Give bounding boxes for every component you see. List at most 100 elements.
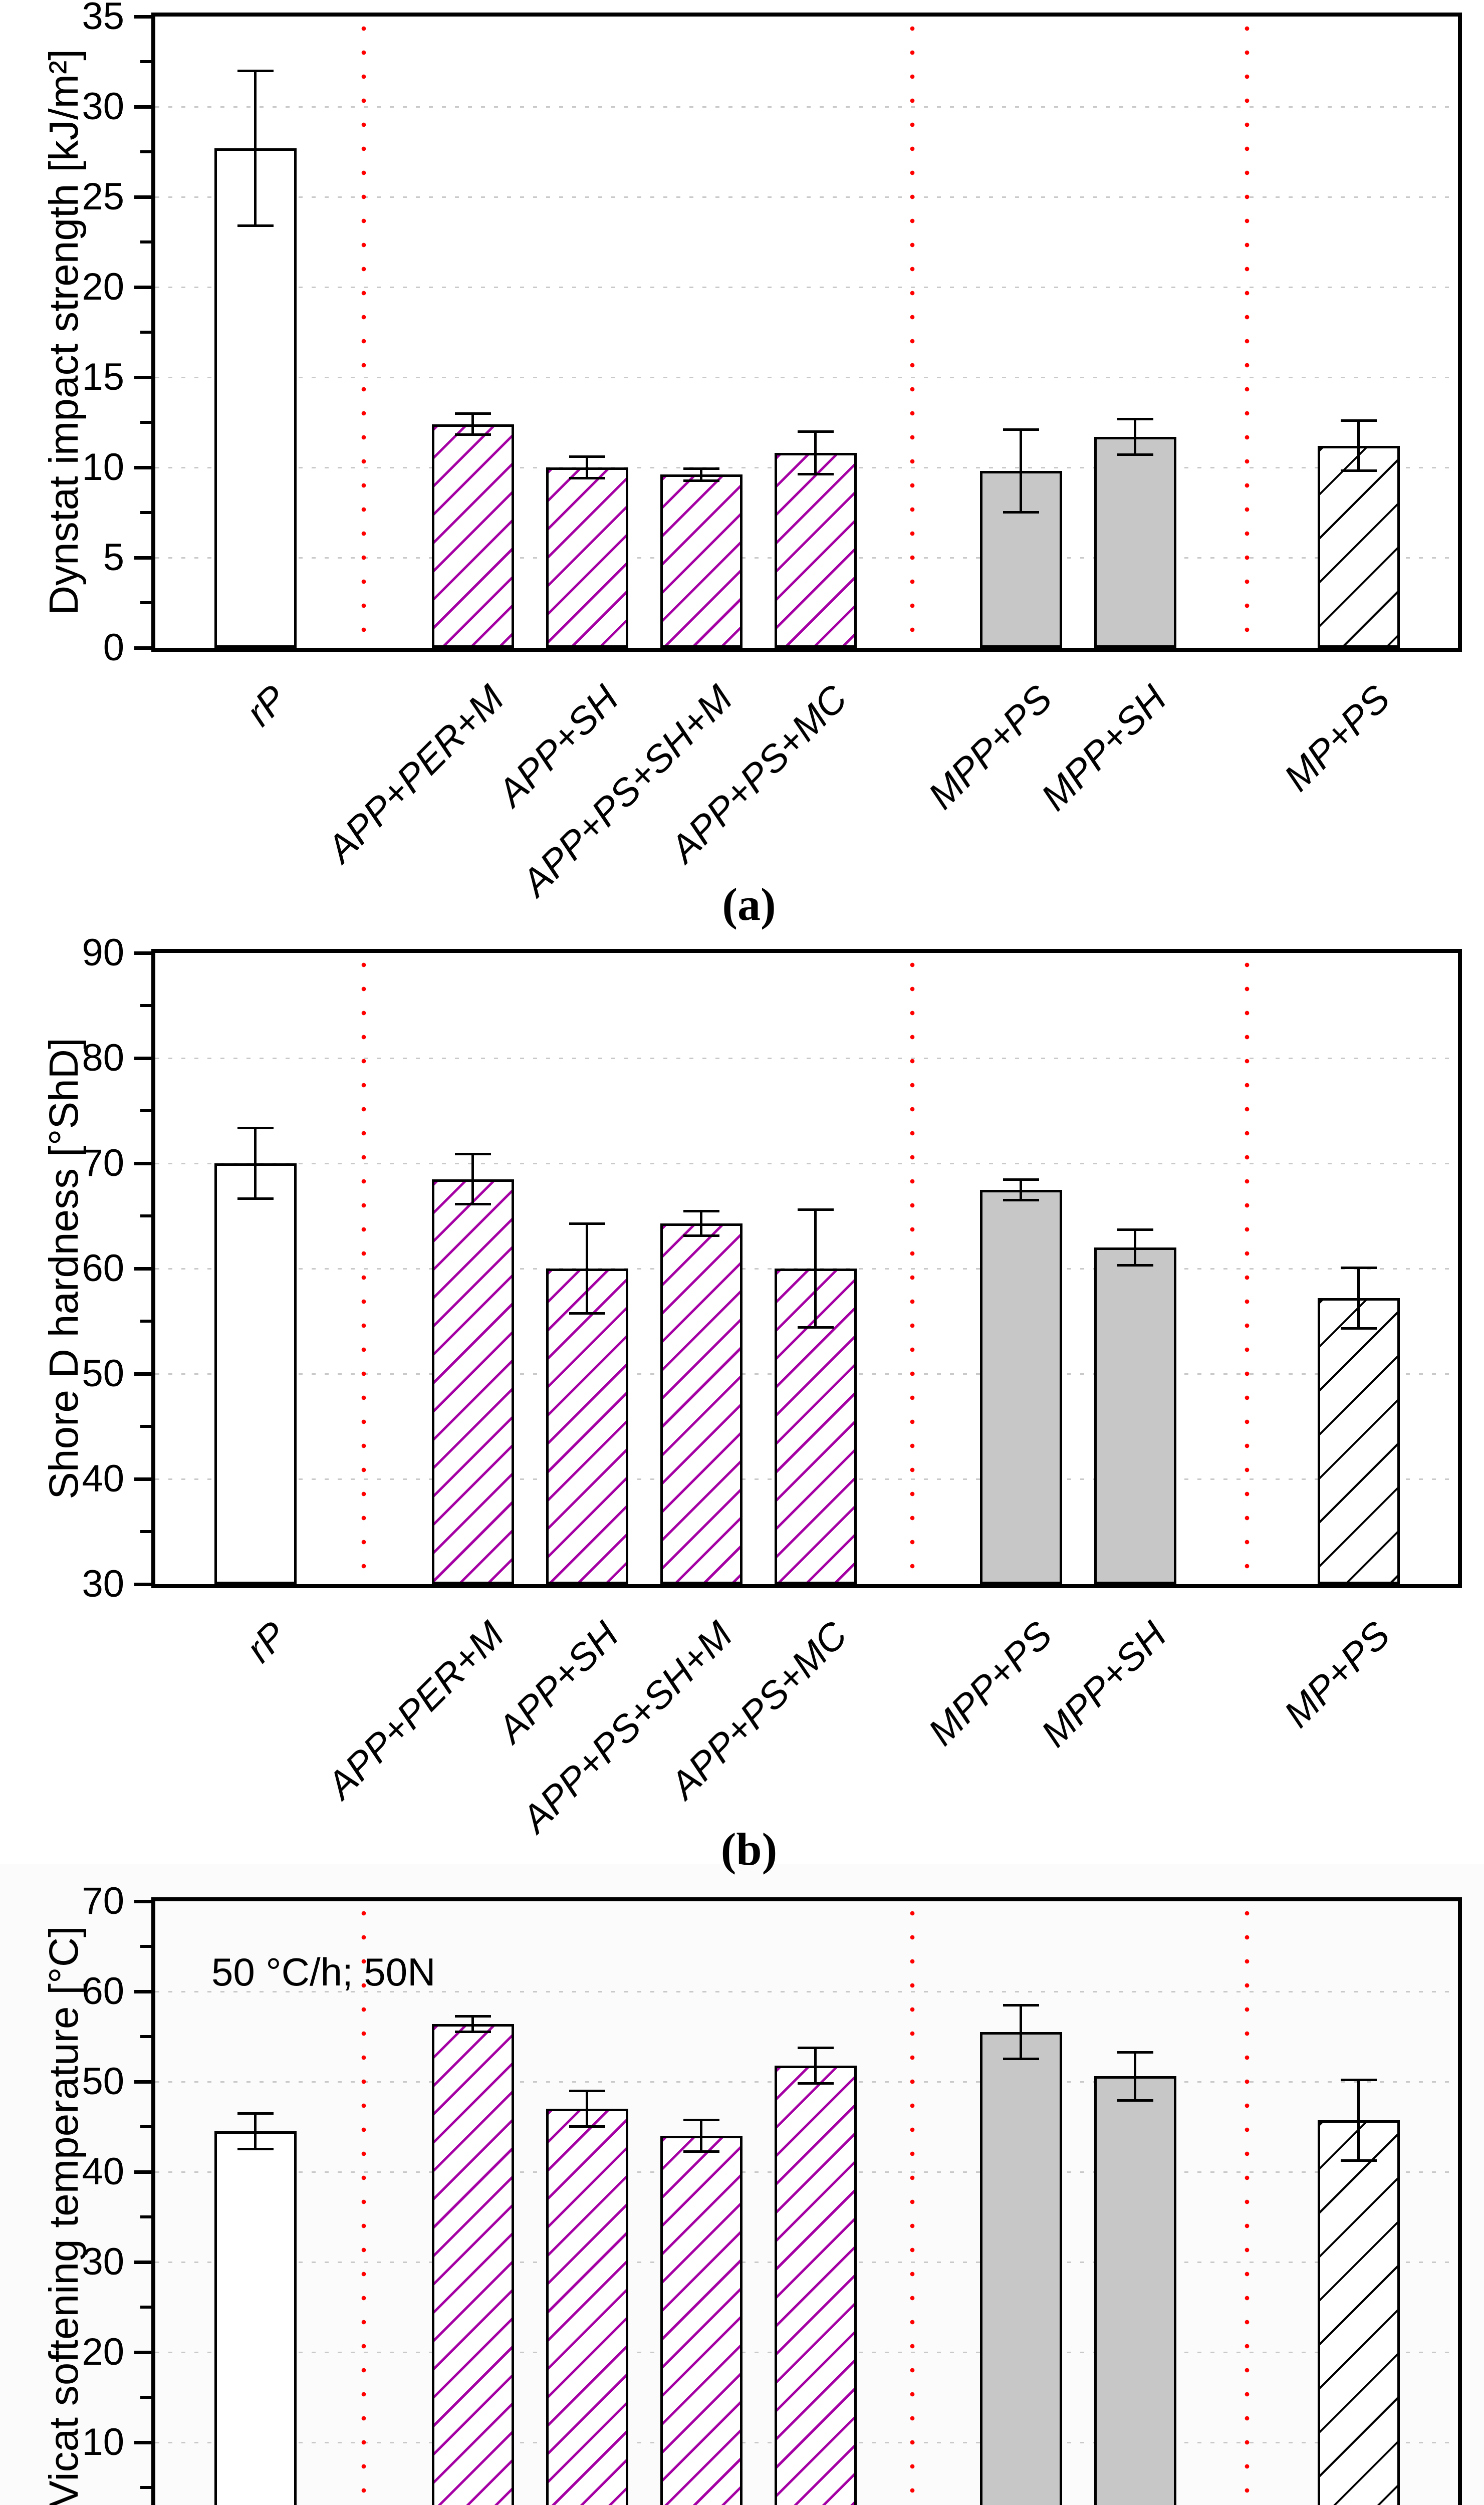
- y-axis-major-tick: [134, 556, 151, 560]
- error-bar-cap-top: [569, 1222, 605, 1225]
- panel-caption: (a): [722, 879, 776, 930]
- group-separator-line: [361, 953, 366, 1584]
- gridline: [155, 1163, 1458, 1164]
- error-bar-cap-top: [797, 430, 834, 433]
- y-axis-major-tick: [134, 15, 151, 19]
- error-bar-cap-top: [797, 2046, 834, 2049]
- y-axis-minor-tick: [140, 2035, 151, 2038]
- bar-mpp-sh: [1094, 436, 1176, 648]
- y-axis-major-tick: [134, 375, 151, 379]
- error-bar: [700, 2119, 703, 2152]
- y-axis-major-tick: [134, 2440, 151, 2444]
- bar-app-sh: [546, 467, 628, 648]
- y-axis-minor-tick: [140, 331, 151, 334]
- error-bar-cap-bottom: [1117, 2099, 1153, 2102]
- y-axis-major-tick: [134, 1899, 151, 1903]
- y-tick-label: 60: [82, 1970, 124, 2013]
- x-category-label: APP+PS+SH+M: [514, 1613, 741, 1841]
- bar-app-sh: [546, 2109, 628, 2505]
- error-bar: [586, 1223, 589, 1314]
- error-bar: [1357, 1267, 1360, 1329]
- error-bar-cap-top: [683, 1209, 719, 1212]
- bar-rp: [214, 2131, 297, 2505]
- error-bar-cap-top: [454, 1153, 491, 1156]
- y-axis-minor-tick: [140, 60, 151, 63]
- gridline: [155, 1991, 1458, 1992]
- error-bar: [1134, 418, 1137, 455]
- y-axis-major-tick: [134, 2260, 151, 2264]
- error-bar: [1020, 2005, 1023, 2059]
- gridline: [155, 106, 1458, 108]
- error-bar-cap-top: [569, 455, 605, 458]
- error-bar-cap-bottom: [569, 1312, 605, 1315]
- error-bar: [814, 2047, 817, 2084]
- plot-frame: [151, 13, 1462, 652]
- y-tick-label: 20: [82, 2331, 124, 2373]
- y-axis-major-tick: [134, 2080, 151, 2084]
- y-tick-label: 30: [82, 2240, 124, 2283]
- y-tick-label: 50: [82, 1352, 124, 1395]
- y-tick-label: 5: [103, 536, 124, 579]
- y-tick-label: 10: [82, 446, 124, 488]
- group-separator-line: [909, 953, 915, 1584]
- error-bar-cap-bottom: [1003, 511, 1039, 514]
- group-separator-line: [361, 17, 366, 648]
- bar-mpp-sh: [1094, 2076, 1176, 2505]
- error-bar-cap-bottom: [237, 2148, 274, 2150]
- bar-app-ps-mc: [774, 1269, 857, 1584]
- y-axis-major-tick: [134, 1267, 151, 1271]
- error-bar-cap-bottom: [797, 1326, 834, 1329]
- group-separator-line: [1244, 1901, 1250, 2505]
- y-axis-minor-tick: [140, 1530, 151, 1533]
- bar-rp: [214, 1163, 297, 1584]
- y-axis-minor-tick: [140, 1214, 151, 1217]
- y-tick-label: 10: [82, 2421, 124, 2463]
- bar-mpp-ps: [979, 2032, 1062, 2505]
- bar-app-ps-mc: [774, 453, 857, 648]
- y-axis-major-tick: [134, 2170, 151, 2174]
- x-category-label: rP: [237, 1613, 295, 1671]
- error-bar: [814, 431, 817, 475]
- y-axis-major-tick: [134, 285, 151, 289]
- y-axis-minor-tick: [140, 2125, 151, 2128]
- error-bar-cap-top: [1340, 1266, 1377, 1269]
- y-axis-minor-tick: [140, 1425, 151, 1428]
- error-bar-cap-bottom: [454, 2031, 491, 2033]
- y-axis-minor-tick: [140, 1945, 151, 1948]
- error-bar: [1020, 429, 1023, 513]
- bar-mp-ps: [1317, 1298, 1400, 1584]
- error-bar: [1134, 2052, 1137, 2101]
- x-category-label: MP+PS: [1276, 1613, 1398, 1736]
- bar-app-ps-mc: [774, 2065, 857, 2505]
- y-axis-label: Shore D hardness [°ShD]: [41, 1038, 87, 1499]
- y-axis-major-tick: [134, 1161, 151, 1165]
- error-bar-cap-bottom: [1117, 453, 1153, 456]
- error-bar: [1134, 1229, 1137, 1266]
- x-category-label: MPP+PS: [920, 677, 1061, 818]
- panel-caption: (b): [720, 1824, 778, 1875]
- y-tick-label: 30: [82, 85, 124, 128]
- y-tick-label: 25: [82, 175, 124, 218]
- group-separator-line: [1244, 17, 1250, 648]
- error-bar: [1357, 2080, 1360, 2161]
- y-axis-minor-tick: [140, 421, 151, 424]
- bar-mp-ps: [1317, 445, 1400, 648]
- error-bar-cap-top: [237, 70, 274, 72]
- error-bar-cap-bottom: [683, 1234, 719, 1237]
- error-bar: [700, 468, 703, 481]
- bar-app-per-m: [431, 2024, 514, 2505]
- y-axis-minor-tick: [140, 240, 151, 243]
- error-bar-cap-top: [1340, 419, 1377, 422]
- y-tick-label: 30: [82, 1563, 124, 1605]
- error-bar-cap-bottom: [1340, 469, 1377, 472]
- gridline: [155, 1058, 1458, 1059]
- y-axis-major-tick: [134, 951, 151, 955]
- error-bar: [586, 456, 589, 478]
- y-axis-label: Vicat softening temperature [°C]: [41, 1926, 87, 2505]
- error-bar: [586, 2091, 589, 2127]
- error-bar-cap-top: [569, 2090, 605, 2092]
- x-category-label: MPP+PS: [920, 1613, 1061, 1754]
- error-bar-cap-top: [237, 1126, 274, 1129]
- error-bar-cap-bottom: [1003, 1198, 1039, 1201]
- error-bar-cap-bottom: [569, 476, 605, 479]
